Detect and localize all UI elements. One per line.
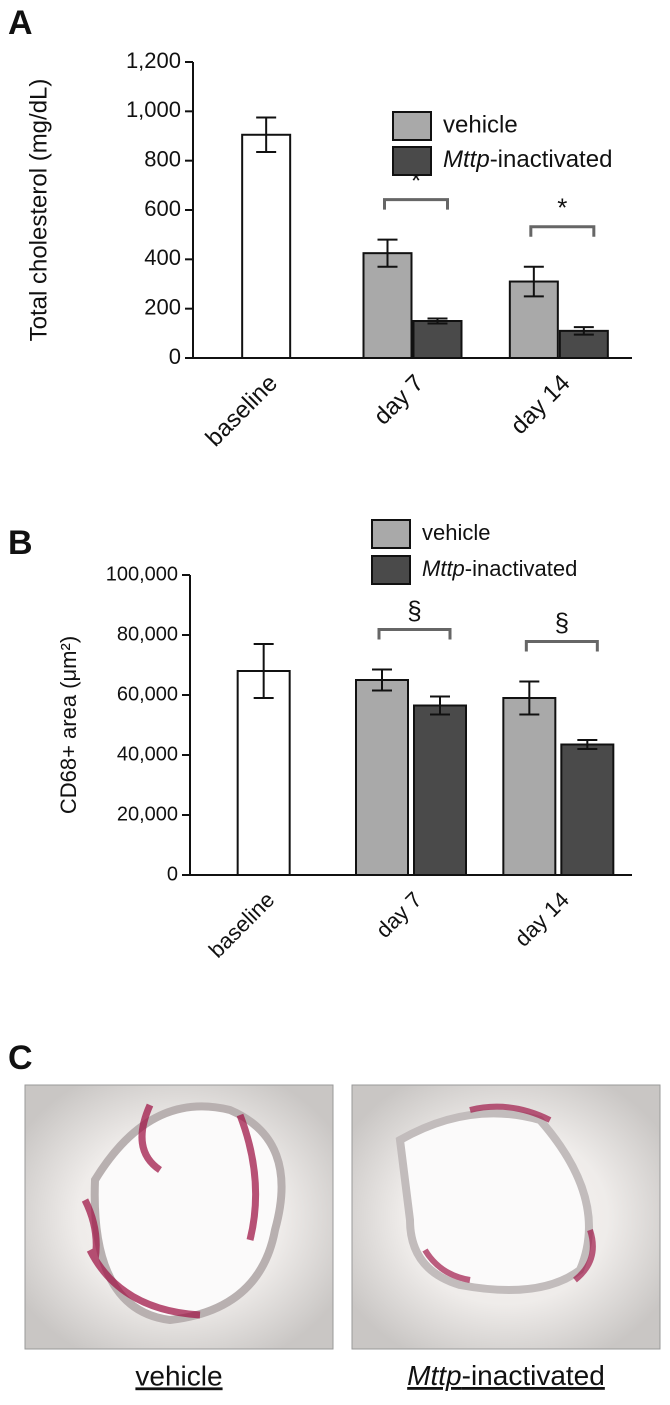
y-tick-label: 200 (144, 294, 181, 319)
legend-label: Mttp-inactivated (422, 556, 577, 581)
y-tick-label: 600 (144, 196, 181, 221)
x-tick-label: day 14 (510, 887, 574, 951)
significance-mark: § (407, 595, 421, 625)
bar (502, 697, 557, 876)
error-bar (577, 739, 598, 750)
x-tick-label: baseline (201, 370, 283, 452)
panel-label: B (8, 524, 33, 562)
y-tick-label: 20,000 (117, 803, 178, 825)
significance-mark: * (411, 165, 421, 195)
x-tick-label: day 14 (506, 370, 576, 440)
error-bar (523, 265, 544, 298)
y-tick-label: 40,000 (117, 743, 178, 765)
bar (236, 670, 291, 876)
bar (241, 133, 292, 359)
panel-label: A (8, 4, 33, 42)
x-tick-label: day 7 (369, 370, 430, 431)
y-tick-label: 1,000 (126, 97, 181, 122)
panel-label: C (8, 1039, 33, 1077)
error-bar (253, 643, 274, 699)
legend-swatch (392, 111, 432, 141)
y-axis-label: Total cholesterol (mg/dL) (25, 79, 52, 342)
y-tick-label: 0 (169, 344, 181, 369)
error-bar (573, 326, 594, 336)
bar (413, 704, 467, 876)
image-caption: Mttp-inactivated (407, 1360, 605, 1391)
significance-bracket (377, 628, 452, 640)
legend-swatch (392, 146, 432, 176)
y-tick-label: 100,000 (106, 563, 178, 585)
x-tick-label: baseline (204, 887, 280, 963)
y-tick-label: 1,200 (126, 48, 181, 73)
error-bar (372, 668, 392, 692)
bar (412, 320, 463, 359)
y-tick-label: 60,000 (117, 683, 178, 705)
x-tick-label: day 7 (371, 887, 427, 943)
legend-swatch (371, 519, 411, 549)
significance-bracket (383, 198, 449, 210)
y-tick-label: 80,000 (117, 623, 178, 645)
error-bar (430, 695, 450, 716)
micrograph-vehicle (24, 1084, 334, 1350)
image-caption: vehicle (135, 1360, 222, 1391)
error-bar (377, 238, 398, 268)
significance-mark: * (557, 193, 567, 223)
y-tick-label: 800 (144, 146, 181, 171)
significance-bracket (524, 640, 599, 652)
legend-label: Mttp-inactivated (443, 146, 612, 173)
significance-bracket (529, 225, 596, 237)
micrograph-mttp (351, 1084, 661, 1350)
legend-label: vehicle (443, 111, 518, 138)
legend-swatch (371, 555, 411, 585)
bar (560, 743, 615, 876)
bar (362, 252, 413, 360)
error-bar (427, 317, 448, 325)
y-tick-label: 400 (144, 245, 181, 270)
error-bar (519, 680, 540, 716)
significance-mark: § (555, 607, 569, 637)
legend-label: vehicle (422, 520, 490, 545)
y-tick-label: 0 (167, 863, 178, 885)
bar (355, 679, 409, 876)
error-bar (256, 116, 277, 154)
y-axis-label: CD68+ area (μm²) (56, 636, 81, 814)
